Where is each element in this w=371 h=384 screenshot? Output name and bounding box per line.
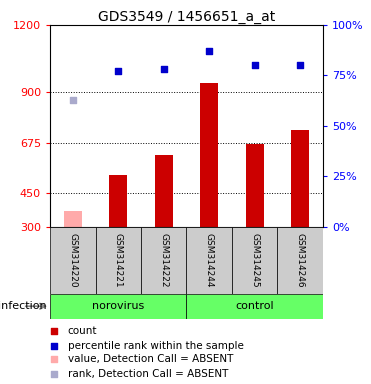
Point	[252, 62, 257, 68]
Bar	[200, 83, 218, 227]
Bar	[50, 227, 96, 294]
Bar	[232, 227, 278, 294]
Bar	[278, 227, 323, 294]
Point	[51, 328, 57, 334]
Text: GSM314222: GSM314222	[159, 233, 168, 287]
Title: GDS3549 / 1456651_a_at: GDS3549 / 1456651_a_at	[98, 10, 275, 24]
Bar	[64, 211, 82, 227]
Text: GSM314220: GSM314220	[68, 233, 77, 288]
Point	[115, 68, 121, 74]
Bar	[141, 227, 187, 294]
Text: count: count	[68, 326, 97, 336]
Bar	[96, 227, 141, 294]
Point	[70, 96, 76, 103]
Bar	[187, 294, 323, 319]
Bar	[155, 155, 173, 227]
Bar	[50, 294, 187, 319]
Text: GSM314244: GSM314244	[205, 233, 214, 287]
Text: norovirus: norovirus	[92, 301, 144, 311]
Text: rank, Detection Call = ABSENT: rank, Detection Call = ABSENT	[68, 369, 228, 379]
Point	[51, 371, 57, 377]
Point	[51, 356, 57, 362]
Text: control: control	[235, 301, 274, 311]
Point	[161, 66, 167, 72]
Text: GSM314221: GSM314221	[114, 233, 123, 288]
Text: GSM314246: GSM314246	[296, 233, 305, 288]
Text: GSM314245: GSM314245	[250, 233, 259, 288]
Point	[51, 343, 57, 349]
Point	[297, 62, 303, 68]
Text: value, Detection Call = ABSENT: value, Detection Call = ABSENT	[68, 354, 233, 364]
Point	[206, 48, 212, 54]
Bar	[246, 144, 264, 227]
Bar	[187, 227, 232, 294]
Text: infection: infection	[0, 301, 46, 311]
Bar	[109, 175, 127, 227]
Text: percentile rank within the sample: percentile rank within the sample	[68, 341, 244, 351]
Bar	[291, 130, 309, 227]
